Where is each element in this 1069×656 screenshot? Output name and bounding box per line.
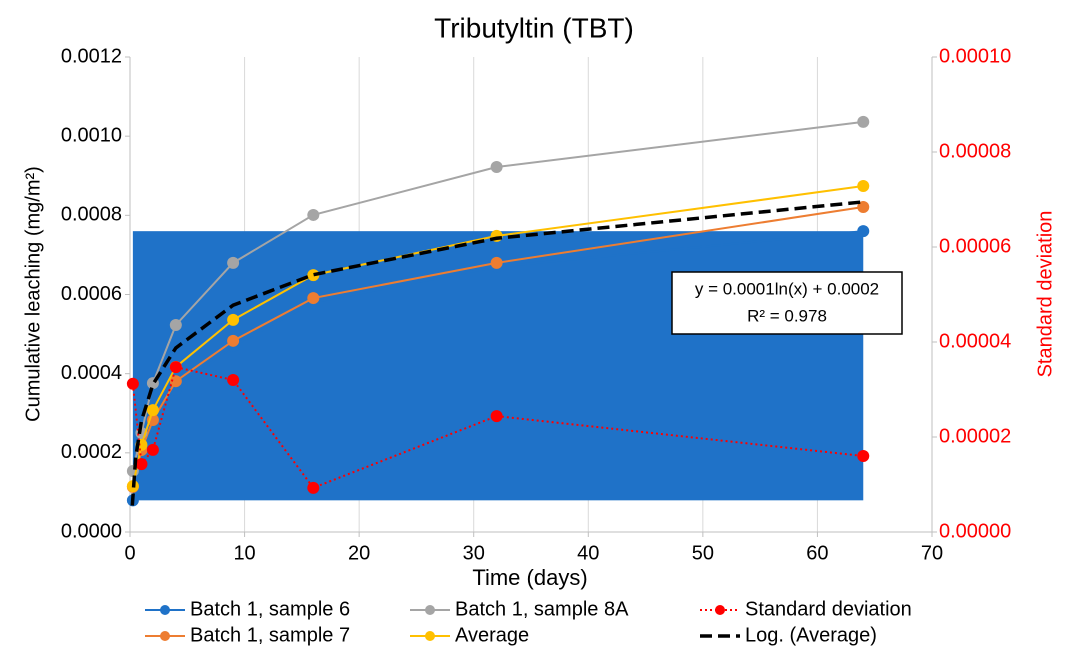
x-tick-label: 20 [348,542,370,564]
legend-label: Average [455,624,529,646]
x-axis-title: Time (days) [472,565,587,590]
legend-marker [160,631,170,641]
point [169,375,182,388]
point [227,256,240,269]
y2-tick-label: 0.00004 [939,330,1011,352]
legend-label: Standard deviation [745,598,912,620]
y-tick-label: 0.0010 [61,124,122,146]
x-tick-label: 60 [806,542,828,564]
y-tick-label: 0.0008 [61,204,122,226]
point [126,377,139,390]
y-tick-label: 0.0006 [61,283,122,305]
point [307,208,320,221]
y-tick-label: 0.0012 [61,45,122,67]
y2-tick-label: 0.00008 [939,140,1011,162]
point [857,180,870,193]
x-tick-label: 50 [692,542,714,564]
series-line [131,120,864,472]
point [146,443,159,456]
y2-tick-label: 0.00006 [939,235,1011,257]
point [857,450,870,462]
point [490,256,503,269]
point [857,225,870,238]
annotation-text: y = 0.0001ln(x) + 0.0002 [695,279,879,298]
y-tick-label: 0.0004 [61,362,122,384]
legend-marker [425,605,435,615]
point [857,115,870,128]
x-tick-label: 30 [463,542,485,564]
legend-marker [160,605,170,615]
point [227,374,240,386]
x-tick-label: 40 [577,542,599,564]
point [146,404,159,417]
point [169,318,182,331]
legend-marker [425,631,435,641]
point [307,269,320,282]
point [857,201,870,214]
legend-label: Log. (Average) [745,624,877,646]
point [227,334,240,347]
y-tick-label: 0.0002 [61,441,122,463]
series-line [131,185,864,487]
x-tick-label: 10 [233,542,255,564]
legend-label: Batch 1, sample 6 [190,598,350,620]
point [490,161,503,174]
chart-title: Tributyltin (TBT) [434,12,634,43]
point [227,313,240,326]
y2-tick-label: 0.00002 [939,425,1011,447]
annotation-box [671,271,903,335]
annotation-text: R² = 0.978 [747,306,827,325]
point [307,481,320,494]
series-line [131,365,864,490]
point [135,458,148,471]
point [307,292,320,305]
y-tick-label: 0.0000 [61,520,122,542]
trendline [130,200,864,506]
point [169,361,182,374]
y-axis-title: Cumulative leaching (mg/m²) [22,166,44,422]
legend-marker [715,605,725,615]
y2-tick-label: 0.00000 [939,520,1011,542]
legend-label: Batch 1, sample 7 [190,624,350,646]
x-tick-label: 70 [921,542,943,564]
x-tick-label: 0 [124,542,135,564]
legend-label: Batch 1, sample 8A [455,598,629,620]
y2-tick-label: 0.00010 [939,45,1011,67]
y2-axis-title: Standard deviation [1034,211,1056,378]
point [490,410,503,423]
